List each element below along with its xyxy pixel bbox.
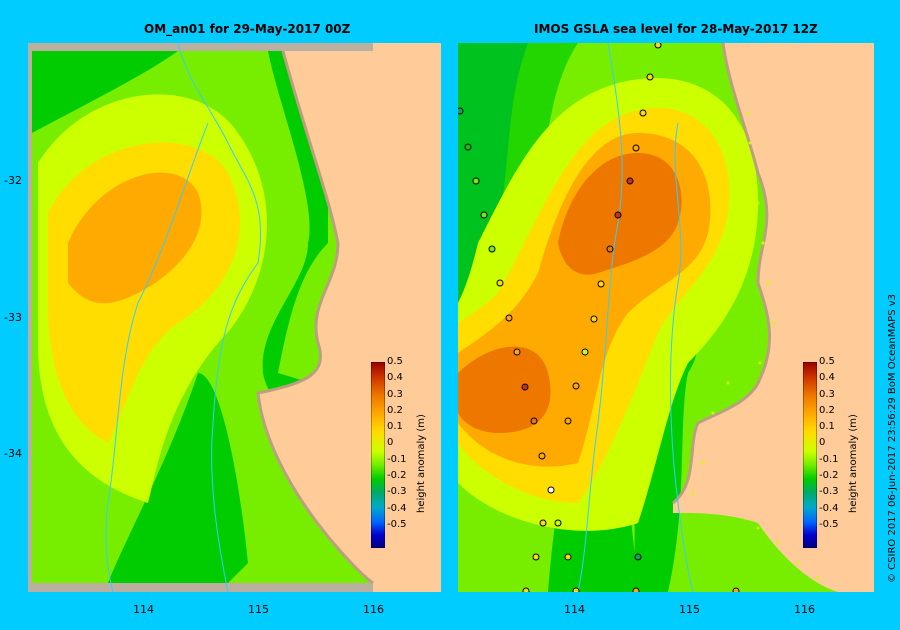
right-lon-tick: 115 — [679, 603, 700, 616]
colorbar-tick: 0 — [387, 437, 394, 449]
colorbar-tick: -0.4 — [819, 502, 839, 514]
left-lat-tick: -32 — [4, 174, 22, 187]
left-lat-tick: -34 — [4, 447, 22, 460]
colorbar-tick: -0.2 — [819, 470, 839, 482]
colorbar-tick: 0.1 — [387, 421, 403, 433]
colorbar-tick: 0.3 — [819, 388, 835, 400]
left-colorbar — [370, 361, 386, 549]
left-lat-tick: -33 — [4, 311, 22, 324]
colorbar-tick: 0.2 — [819, 404, 835, 416]
right-lon-tick: 114 — [564, 603, 585, 616]
credit-text: © CSIRO 2017 06-Jun-2017 23:56:29 BoM Oc… — [887, 293, 898, 583]
left-map-title: OM_an01 for 29-May-2017 00Z — [144, 22, 351, 36]
right-colorbar-label: height anomaly (m) — [848, 414, 859, 513]
colorbar-tick: 0.4 — [387, 372, 403, 384]
colorbar-tick: 0.4 — [819, 372, 835, 384]
colorbar-tick: -0.4 — [387, 502, 407, 514]
right-map-panel — [458, 43, 874, 592]
colorbar-tick: 0 — [819, 437, 826, 449]
colorbar-tick: -0.2 — [387, 470, 407, 482]
right-colorbar-ticks: 0.5 0.4 0.3 0.2 0.1 0 -0.1 -0.2 -0.3 -0.… — [819, 356, 839, 535]
colorbar-tick: -0.3 — [387, 486, 407, 498]
colorbar-tick: 0.3 — [387, 388, 403, 400]
right-lon-tick: 116 — [794, 603, 815, 616]
right-colorbar — [802, 361, 818, 549]
right-map-field — [458, 43, 874, 592]
right-colorbar-gradient — [802, 361, 818, 549]
left-colorbar-label: height anomaly (m) — [416, 414, 427, 513]
left-colorbar-ticks: 0.5 0.4 0.3 0.2 0.1 0 -0.1 -0.2 -0.3 -0.… — [387, 356, 407, 535]
colorbar-tick: -0.1 — [387, 453, 407, 465]
left-colorbar-gradient — [370, 361, 386, 549]
left-lon-tick: 114 — [133, 603, 154, 616]
left-map-field — [28, 43, 441, 592]
colorbar-tick: -0.1 — [819, 453, 839, 465]
colorbar-tick: 0.5 — [819, 356, 835, 367]
colorbar-tick: 0.2 — [387, 404, 403, 416]
colorbar-tick: -0.5 — [819, 518, 839, 530]
colorbar-tick: 0.1 — [819, 421, 835, 433]
colorbar-tick: -0.3 — [819, 486, 839, 498]
colorbar-tick: -0.5 — [387, 518, 407, 530]
left-map-panel — [28, 43, 441, 592]
colorbar-tick: 0.5 — [387, 356, 403, 367]
left-lon-tick: 115 — [248, 603, 269, 616]
left-lon-tick: 116 — [363, 603, 384, 616]
right-map-title: IMOS GSLA sea level for 28-May-2017 12Z — [534, 22, 818, 36]
